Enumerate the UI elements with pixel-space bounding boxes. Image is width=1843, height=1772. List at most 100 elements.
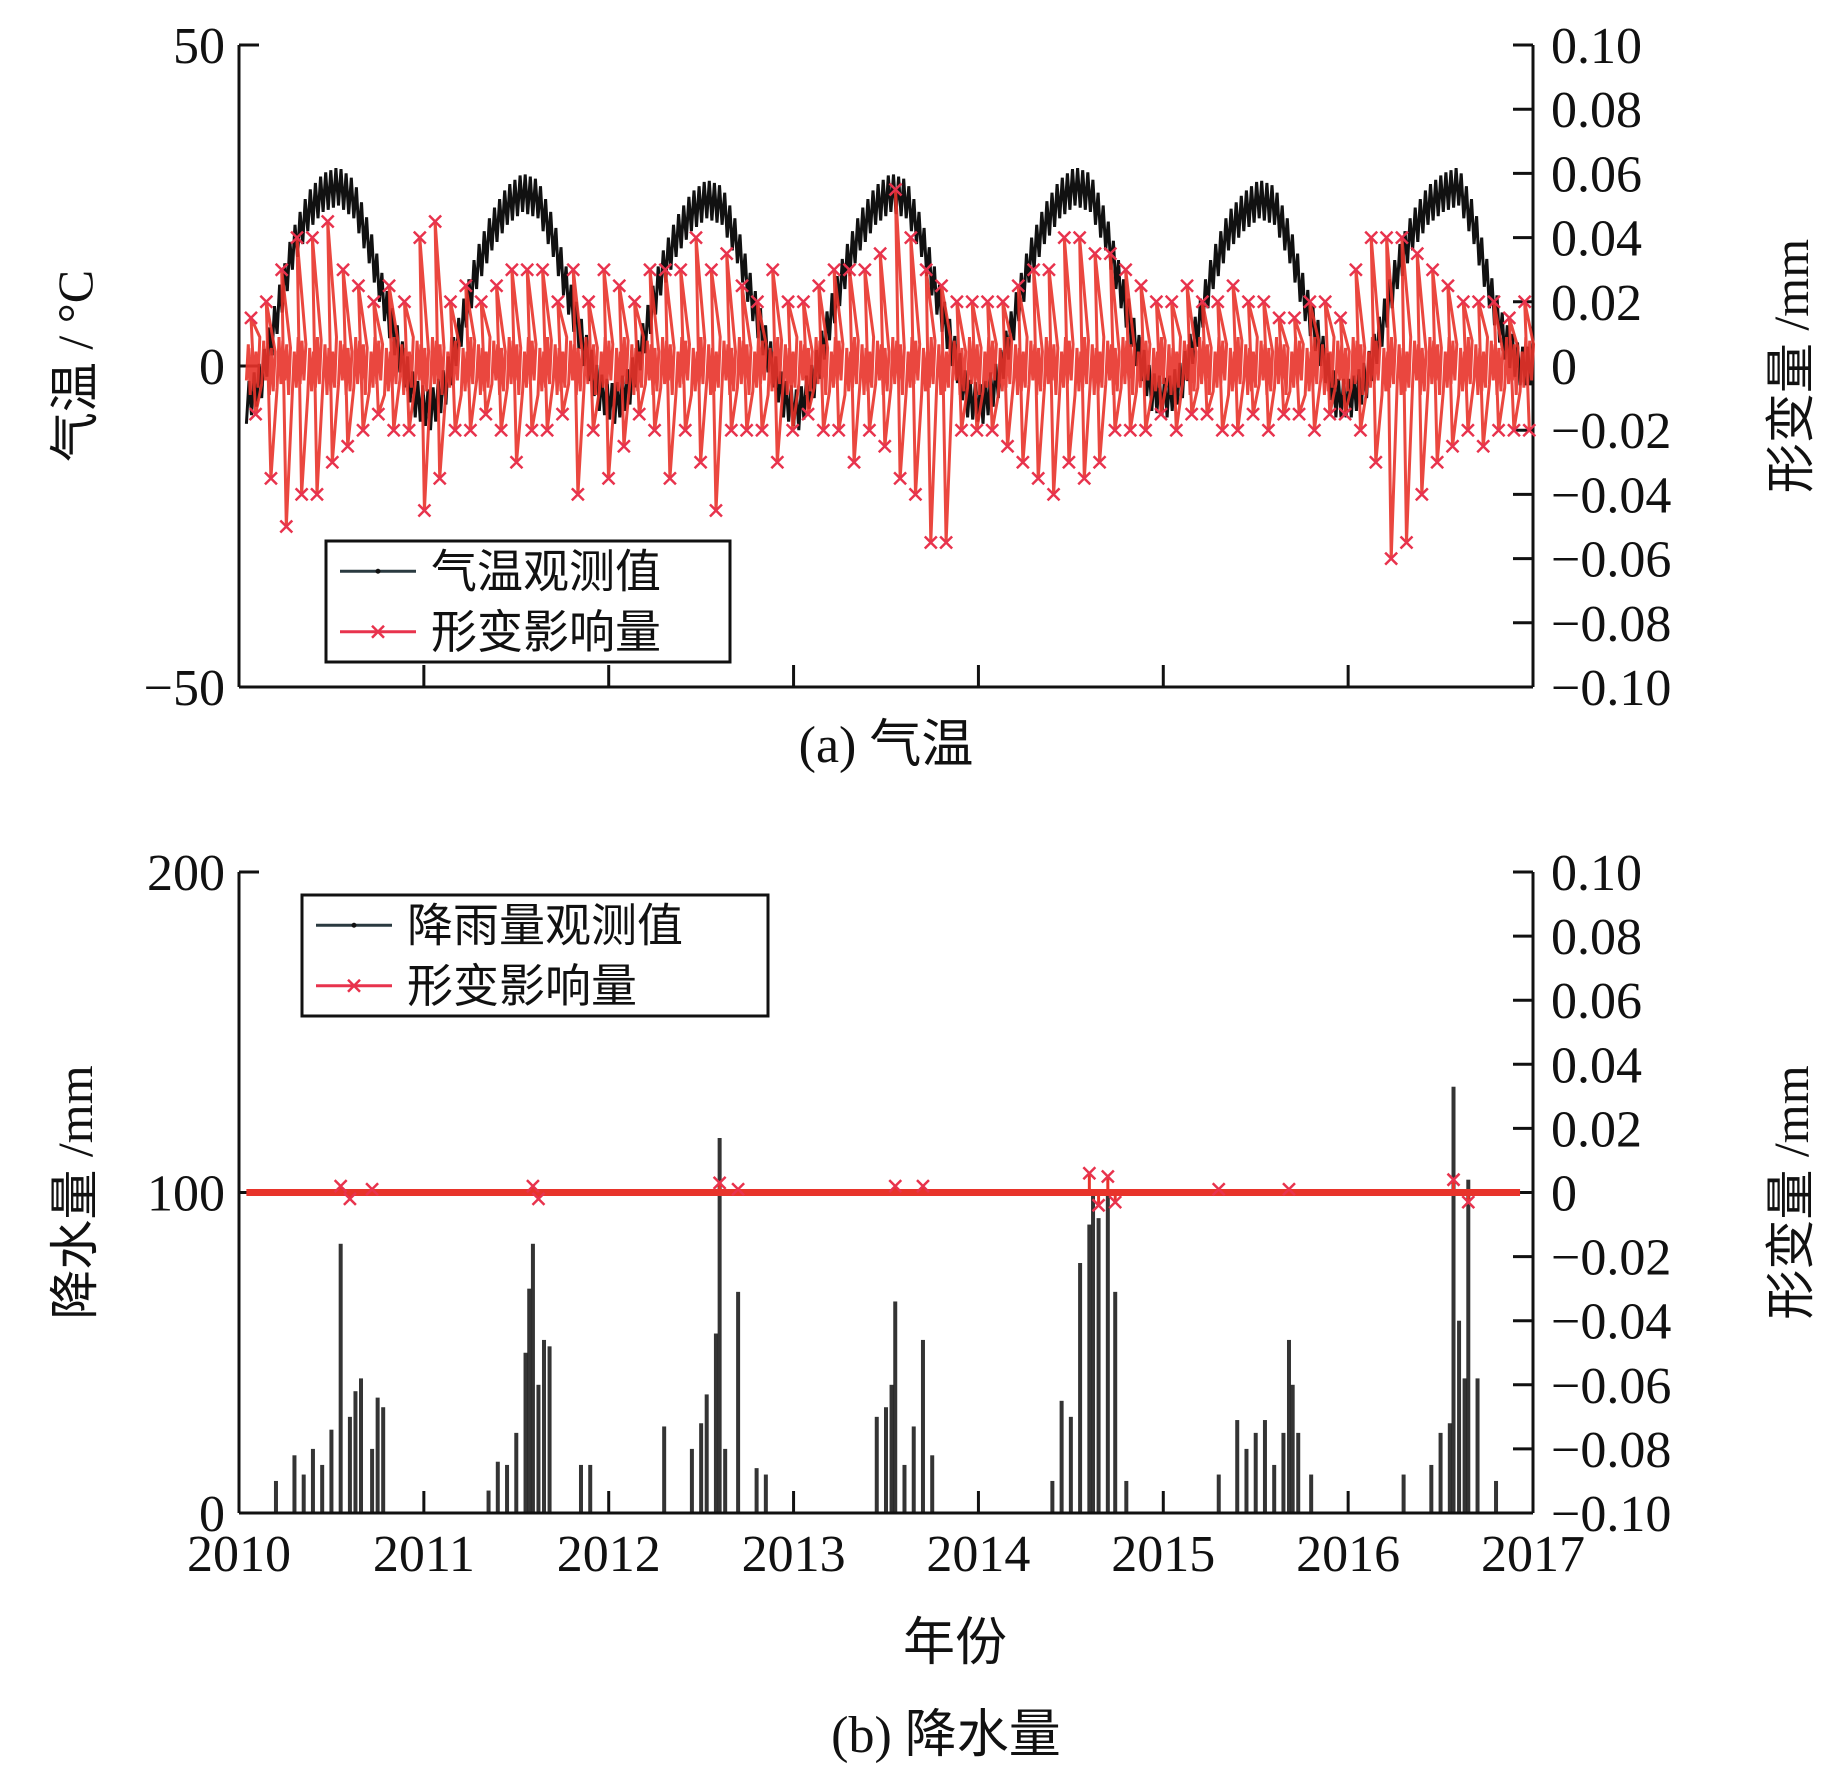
deformation-marker bbox=[1456, 294, 1471, 309]
deformation-marker bbox=[1226, 278, 1240, 293]
panel-a-caption: (a) 气温 bbox=[799, 717, 974, 774]
deformation-marker bbox=[1210, 294, 1225, 309]
deformation-marker bbox=[1100, 1169, 1115, 1184]
deformation-marker bbox=[969, 423, 984, 438]
rainfall-bar bbox=[1078, 1263, 1083, 1513]
deformation-marker bbox=[1230, 423, 1245, 438]
deformation-marker bbox=[1072, 230, 1087, 245]
panel-b-precipitation: 200 100 0 0.10 0.08 0.06 0.04 0.02 0 −0.02 −0.04 −0… bbox=[47, 845, 1819, 1583]
y-left-tick-label: 50 bbox=[173, 18, 225, 75]
rainfall-bar bbox=[763, 1474, 768, 1513]
y-left-tick-label: 0 bbox=[199, 1486, 225, 1543]
deformation-marker bbox=[1118, 262, 1133, 277]
deformation-marker bbox=[371, 407, 386, 422]
y-right-tick-label: 0.08 bbox=[1551, 82, 1642, 139]
deformation-marker bbox=[1123, 423, 1138, 438]
y-left-axis-label: 气温 / °C bbox=[47, 270, 103, 462]
y-right-tick-label: −0.04 bbox=[1551, 1294, 1671, 1351]
deformation-marker bbox=[923, 535, 938, 550]
rainfall-bar bbox=[1462, 1378, 1467, 1513]
rainfall-bar bbox=[527, 1288, 532, 1513]
rainfall-bar bbox=[717, 1138, 722, 1513]
rainfall-bar bbox=[1050, 1480, 1055, 1513]
deformation-marker bbox=[755, 423, 769, 438]
deformation-marker bbox=[1353, 423, 1368, 438]
rainfall-bar bbox=[1290, 1384, 1295, 1513]
deformation-marker bbox=[524, 423, 539, 438]
deformation-marker bbox=[1368, 455, 1383, 470]
deformation-marker bbox=[1364, 230, 1379, 245]
deformation-marker bbox=[347, 978, 361, 993]
deformation-marker bbox=[1522, 423, 1537, 438]
y-left-tick-label: 200 bbox=[147, 845, 225, 902]
rainfall-bar bbox=[1286, 1339, 1291, 1513]
deformation-marker bbox=[463, 423, 478, 438]
deformation-marker bbox=[1092, 455, 1107, 470]
deformation-marker bbox=[770, 455, 785, 470]
deformation-marker bbox=[366, 294, 381, 309]
y-right-tick-label: 0.04 bbox=[1551, 211, 1642, 268]
deformation-marker bbox=[1103, 246, 1118, 261]
deformation-marker bbox=[365, 1182, 379, 1197]
deformation-marker bbox=[632, 407, 647, 422]
rainfall-bar bbox=[505, 1464, 510, 1513]
deformation-marker bbox=[1211, 1182, 1226, 1197]
deformation-marker bbox=[617, 439, 631, 454]
deformation-marker bbox=[310, 487, 324, 502]
deformation-marker bbox=[877, 439, 892, 454]
rainfall-bar bbox=[874, 1416, 879, 1513]
rainfall-bar bbox=[736, 1291, 741, 1513]
deformation-marker bbox=[244, 310, 258, 325]
rainfall-bar bbox=[893, 1301, 898, 1513]
deformation-marker bbox=[489, 278, 504, 293]
deformation-marker bbox=[980, 294, 995, 309]
deformation-marker bbox=[520, 262, 535, 277]
rainfall-bar bbox=[713, 1333, 718, 1513]
y-right-tick-label: −0.06 bbox=[1551, 1358, 1671, 1415]
deformation-marker bbox=[504, 262, 519, 277]
deformation-marker bbox=[494, 423, 509, 438]
y-right-tick-label: 0.10 bbox=[1551, 845, 1642, 902]
deformation-marker bbox=[458, 278, 473, 293]
deformation-marker bbox=[719, 246, 734, 261]
deformation-marker bbox=[581, 294, 596, 309]
y-right-tick-label: −0.10 bbox=[1551, 1486, 1671, 1543]
deformation-marker bbox=[1062, 455, 1076, 470]
rainfall-bar bbox=[1216, 1474, 1221, 1513]
deformation-marker bbox=[965, 294, 980, 309]
x-tick-label: 2015 bbox=[1111, 1526, 1215, 1583]
rainfall-bar bbox=[547, 1346, 552, 1513]
deformation-marker bbox=[1338, 407, 1353, 422]
rainfall-bar bbox=[754, 1468, 759, 1513]
deformation-marker bbox=[1461, 1195, 1476, 1209]
deformation-marker bbox=[305, 230, 320, 245]
deformation-marker bbox=[1091, 1198, 1106, 1213]
deformation-marker bbox=[908, 487, 923, 502]
panel-b-caption: (b) 降水量 bbox=[831, 1707, 1061, 1764]
deformation-marker bbox=[1169, 423, 1184, 438]
rainfall-bar bbox=[1113, 1291, 1118, 1513]
deformation-marker bbox=[1241, 294, 1256, 309]
deformation-marker bbox=[566, 262, 581, 277]
deformation-marker bbox=[1246, 407, 1260, 422]
deformation-marker bbox=[1292, 407, 1306, 422]
deformation-marker bbox=[509, 455, 524, 470]
deformation-marker bbox=[1425, 262, 1440, 277]
y-right-tick-label: 0.08 bbox=[1551, 909, 1642, 966]
rainfall-bar bbox=[370, 1448, 375, 1513]
rainfall-bar bbox=[889, 1384, 894, 1513]
deformation-marker bbox=[765, 262, 780, 277]
deformation-marker bbox=[1282, 1182, 1296, 1197]
y-right-tick-label: 0.06 bbox=[1551, 973, 1642, 1030]
x-tick-label: 2013 bbox=[742, 1526, 846, 1583]
legend-label: 降雨量观测值 bbox=[407, 900, 683, 951]
x-tick-label: 2017 bbox=[1481, 1526, 1585, 1583]
deformation-marker bbox=[731, 1182, 745, 1197]
deformation-marker bbox=[612, 278, 627, 293]
y-right-axis-label: 形变量 /mm bbox=[1763, 1065, 1819, 1319]
rainfall-bar bbox=[578, 1464, 583, 1513]
deformation-marker bbox=[1164, 294, 1179, 309]
deformation-marker bbox=[1502, 310, 1517, 325]
deformation-marker bbox=[601, 471, 616, 486]
rainfall-bar bbox=[699, 1423, 704, 1513]
